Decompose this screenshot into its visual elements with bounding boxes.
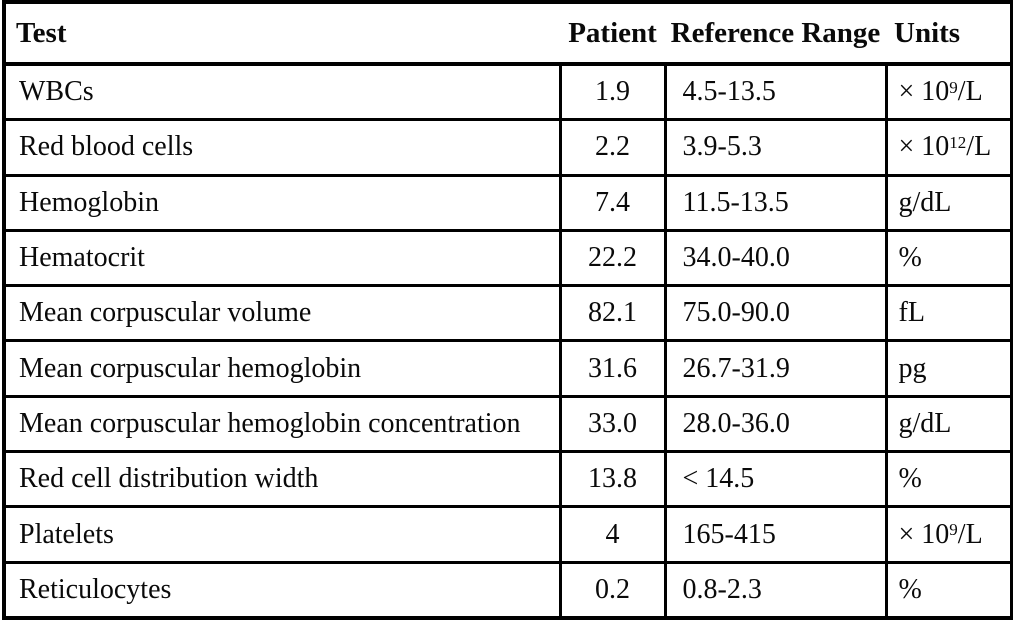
cell-units: × 1012/L	[884, 118, 1013, 177]
unit-base-text: g/dL	[898, 407, 952, 439]
column-header-units: Units	[886, 2, 1012, 66]
cell-reference-range: < 14.5	[663, 450, 888, 509]
column-header-patient: Patient	[560, 2, 665, 66]
cell-reference-range: 34.0-40.0	[663, 228, 888, 288]
cell-units: %	[884, 560, 1013, 620]
cell-reference-range: 26.7-31.9	[663, 339, 888, 398]
table-row: WBCs 1.9 4.5-13.5 × 109/L	[2, 62, 1013, 122]
cell-test-name: WBCs	[2, 62, 562, 122]
cell-units: pg	[884, 339, 1013, 398]
cell-reference-range: 28.0-36.0	[663, 394, 888, 454]
table-row: Platelets 4 165-415 × 109/L	[2, 505, 1013, 564]
cell-units: × 109/L	[884, 62, 1013, 122]
cell-reference-range: 4.5-13.5	[663, 62, 888, 122]
table-row: Mean corpuscular hemoglobin 31.6 26.7-31.9…	[2, 339, 1013, 398]
cell-patient-value: 22.2	[558, 228, 667, 288]
cell-patient-value: 82.1	[558, 284, 667, 343]
cell-units: g/dL	[884, 173, 1013, 232]
cell-patient-value: 1.9	[558, 62, 667, 122]
cell-patient-value: 33.0	[558, 394, 667, 454]
cell-patient-value: 7.4	[558, 173, 667, 232]
cell-patient-value: 31.6	[558, 339, 667, 398]
header-row: Test Patient Reference Range Units	[4, 2, 1012, 66]
cell-test-name: Reticulocytes	[2, 560, 562, 620]
cell-test-name: Hemoglobin	[2, 173, 562, 232]
cell-reference-range: 75.0-90.0	[663, 284, 888, 343]
results-tbody: WBCs 1.9 4.5-13.5 × 109/L Red blood cells 2.2…	[2, 62, 1013, 620]
unit-base-text: × 10	[898, 131, 950, 163]
cell-units: %	[884, 228, 1013, 288]
table-row: Mean corpuscular hemoglobin concentratio…	[2, 394, 1013, 454]
column-header-test: Test	[4, 2, 560, 66]
cell-patient-value: 4	[558, 505, 667, 564]
unit-tail-text: /L	[966, 131, 992, 163]
unit-base-text: fL	[898, 297, 925, 329]
unit-base-text: %	[898, 242, 922, 274]
cell-units: g/dL	[884, 394, 1013, 454]
column-header-reference-range: Reference Range	[665, 2, 886, 66]
cell-units: %	[884, 450, 1013, 509]
unit-tail-text: /L	[957, 518, 983, 550]
table-row: Red cell distribution width 13.8 < 14.5%	[2, 450, 1013, 509]
cell-test-name: Hematocrit	[2, 228, 562, 288]
cell-test-name: Mean corpuscular volume	[2, 284, 562, 343]
cell-reference-range: 165-415	[663, 505, 888, 564]
unit-exponent: 12	[949, 132, 967, 152]
unit-base-text: g/dL	[898, 186, 952, 218]
cell-test-name: Platelets	[2, 505, 562, 564]
table-row: Red blood cells 2.2 3.9-5.3 × 1012/L	[2, 118, 1013, 177]
unit-exponent: 9	[949, 77, 958, 97]
cell-units: × 109/L	[884, 505, 1013, 564]
cell-test-name: Red cell distribution width	[2, 450, 562, 509]
table-header: Test Patient Reference Range Units	[4, 2, 1012, 66]
unit-exponent: 9	[949, 519, 958, 539]
cell-patient-value: 2.2	[558, 118, 667, 177]
cell-patient-value: 13.8	[558, 450, 667, 509]
unit-base-text: %	[898, 463, 922, 495]
table-row: Hemoglobin 7.4 11.5-13.5 g/dL	[2, 173, 1013, 232]
unit-base-text: × 10	[898, 518, 950, 550]
cell-patient-value: 0.2	[558, 560, 667, 620]
cell-reference-range: 11.5-13.5	[663, 173, 888, 232]
cell-reference-range: 3.9-5.3	[663, 118, 888, 177]
unit-base-text: × 10	[898, 76, 950, 108]
cell-units: fL	[884, 284, 1013, 343]
cell-test-name: Red blood cells	[2, 118, 562, 177]
unit-base-text: pg	[898, 352, 927, 384]
cell-test-name: Mean corpuscular hemoglobin	[2, 339, 562, 398]
unit-base-text: %	[898, 573, 922, 605]
cell-reference-range: 0.8-2.3	[663, 560, 888, 620]
table-row: Reticulocytes 0.2 0.8-2.3%	[2, 560, 1013, 620]
unit-tail-text: /L	[957, 76, 983, 108]
table-row: Hematocrit 22.2 34.0-40.0%	[2, 228, 1013, 288]
table-row: Mean corpuscular volume 82.1 75.0-90.0 fL	[2, 284, 1013, 343]
cell-test-name: Mean corpuscular hemoglobin concentratio…	[2, 394, 562, 454]
